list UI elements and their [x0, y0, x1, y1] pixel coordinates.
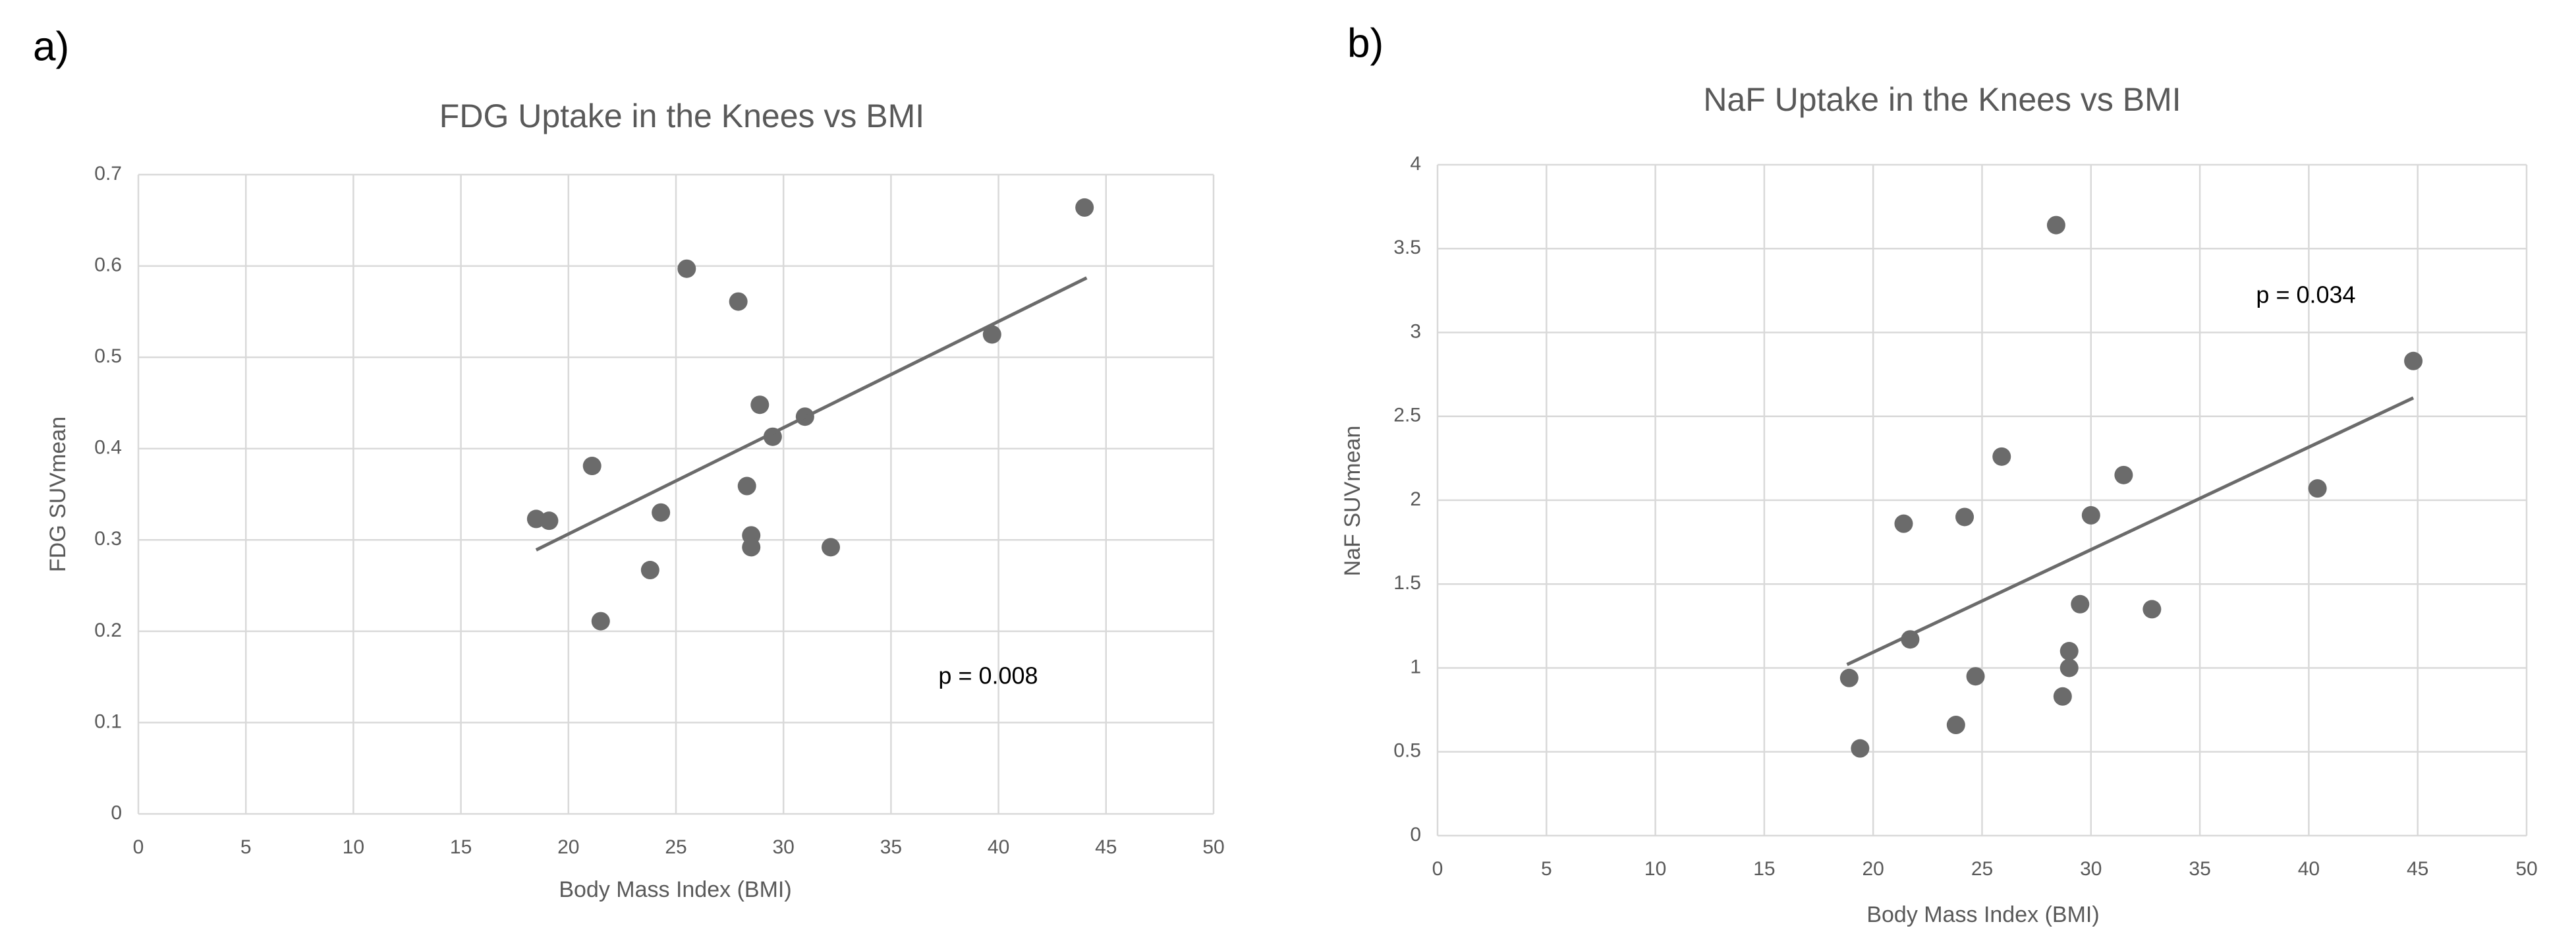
annotation: p = 0.034 — [2256, 281, 2355, 308]
x-tick-label: 20 — [557, 836, 579, 858]
x-tick-label: 5 — [240, 836, 252, 858]
data-point — [822, 538, 841, 557]
data-point — [2081, 505, 2100, 525]
y-tick-label: 4 — [1410, 153, 1421, 175]
data-point — [2308, 479, 2327, 498]
x-tick-label: 0 — [1432, 858, 1443, 880]
x-tick-label: 45 — [1095, 836, 1117, 858]
data-point — [2114, 465, 2133, 484]
data-point — [1901, 630, 1920, 649]
y-tick-label: 1 — [1410, 656, 1421, 677]
data-point — [1992, 447, 2011, 466]
chart-title: NaF Uptake in the Knees vs BMI — [1703, 81, 2181, 118]
chart-title: FDG Uptake in the Knees vs BMI — [439, 98, 924, 134]
data-point — [1851, 739, 1870, 758]
data-point — [742, 538, 761, 557]
data-point — [982, 325, 1001, 344]
data-point — [750, 395, 770, 415]
x-tick-label: 45 — [2407, 858, 2428, 880]
y-tick-label: 0.4 — [94, 437, 122, 459]
data-point — [591, 612, 610, 631]
x-tick-label: 40 — [988, 836, 1009, 858]
data-point — [2071, 594, 2090, 614]
y-tick-label: 3 — [1410, 320, 1421, 342]
x-tick-label: 10 — [343, 836, 364, 858]
x-tick-label: 30 — [773, 836, 795, 858]
x-tick-label: 20 — [1862, 858, 1884, 880]
y-tick-label: 0.3 — [94, 528, 122, 550]
data-point — [2059, 642, 2079, 661]
data-point — [2142, 600, 2162, 619]
data-point — [2046, 216, 2065, 235]
panel-label: b) — [1347, 20, 1384, 66]
y-tick-label: 2 — [1410, 488, 1421, 510]
y-tick-label: 0.1 — [94, 710, 122, 732]
x-tick-label: 25 — [1971, 858, 1993, 880]
y-tick-label: 0.5 — [1393, 740, 1421, 762]
data-point — [652, 503, 671, 522]
data-point — [2404, 351, 2423, 370]
y-tick-label: 0.2 — [94, 619, 122, 641]
x-tick-label: 5 — [1541, 858, 1552, 880]
y-tick-label: 0.6 — [94, 254, 122, 275]
data-point — [677, 259, 696, 278]
y-axis-title: FDG SUVmean — [45, 417, 70, 572]
data-point — [1955, 507, 1974, 527]
data-point — [1966, 667, 1985, 686]
y-tick-label: 0.7 — [94, 163, 122, 185]
y-tick-label: 0.5 — [94, 345, 122, 367]
data-point — [729, 292, 748, 311]
y-tick-label: 0 — [1410, 824, 1421, 846]
x-tick-label: 0 — [133, 836, 144, 858]
data-point — [640, 561, 659, 580]
y-tick-label: 0 — [111, 802, 122, 824]
y-tick-label: 3.5 — [1393, 237, 1421, 258]
y-tick-label: 1.5 — [1393, 572, 1421, 594]
x-tick-label: 30 — [2080, 858, 2102, 880]
x-tick-label: 15 — [1753, 858, 1775, 880]
annotation: p = 0.008 — [938, 662, 1038, 689]
trendline — [535, 276, 1088, 552]
data-point — [582, 457, 602, 476]
data-point — [1946, 716, 1965, 735]
x-tick-label: 35 — [2189, 858, 2210, 880]
x-axis-title: Body Mass Index (BMI) — [559, 877, 791, 902]
x-tick-label: 40 — [2298, 858, 2320, 880]
x-tick-label: 50 — [1202, 836, 1224, 858]
x-tick-label: 15 — [450, 836, 472, 858]
panel-label: a) — [33, 24, 69, 69]
x-tick-label: 50 — [2515, 858, 2537, 880]
data-point — [2059, 658, 2079, 677]
y-axis-title: NaF SUVmean — [1340, 426, 1365, 577]
x-tick-label: 10 — [1644, 858, 1666, 880]
x-tick-label: 35 — [880, 836, 902, 858]
data-point — [1839, 668, 1859, 687]
x-tick-label: 25 — [665, 836, 686, 858]
x-axis-title: Body Mass Index (BMI) — [1866, 902, 2099, 927]
data-point — [737, 476, 756, 496]
trendline — [1846, 396, 2415, 666]
data-point — [2053, 687, 2072, 706]
y-tick-label: 2.5 — [1393, 405, 1421, 426]
data-point — [1075, 198, 1094, 217]
data-point — [540, 511, 559, 531]
data-point — [1894, 514, 1913, 533]
